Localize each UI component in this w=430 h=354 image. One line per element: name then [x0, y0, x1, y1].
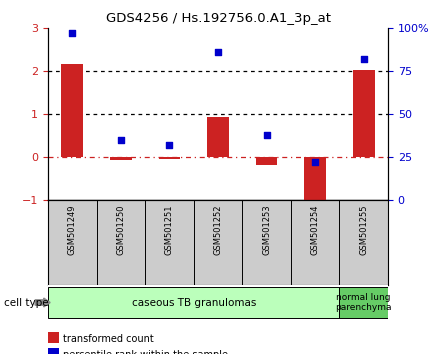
Bar: [339, 287, 388, 318]
Bar: [61, 64, 83, 157]
Bar: [110, 157, 132, 160]
Bar: [256, 157, 277, 165]
Text: GSM501249: GSM501249: [68, 204, 77, 255]
Point: [263, 132, 270, 137]
Text: percentile rank within the sample: percentile rank within the sample: [63, 350, 228, 354]
Bar: [353, 70, 375, 157]
Point: [360, 56, 367, 62]
Bar: [304, 157, 326, 202]
Title: GDS4256 / Hs.192756.0.A1_3p_at: GDS4256 / Hs.192756.0.A1_3p_at: [105, 12, 331, 25]
Text: GSM501250: GSM501250: [117, 204, 126, 255]
Bar: [207, 117, 229, 157]
Point: [117, 137, 124, 143]
Point: [69, 30, 76, 36]
Text: caseous TB granulomas: caseous TB granulomas: [132, 297, 256, 308]
Text: transformed count: transformed count: [63, 334, 154, 344]
Text: cell type: cell type: [4, 297, 49, 308]
Text: GSM501255: GSM501255: [359, 204, 368, 255]
Bar: [159, 157, 180, 159]
Text: GSM501254: GSM501254: [310, 204, 319, 255]
Text: normal lung
parenchyma: normal lung parenchyma: [335, 293, 392, 312]
Point: [215, 49, 221, 55]
Bar: [48, 287, 339, 318]
Text: GSM501253: GSM501253: [262, 204, 271, 255]
Text: GSM501252: GSM501252: [214, 204, 222, 255]
Point: [312, 159, 319, 165]
Text: GSM501251: GSM501251: [165, 204, 174, 255]
Point: [166, 142, 173, 148]
